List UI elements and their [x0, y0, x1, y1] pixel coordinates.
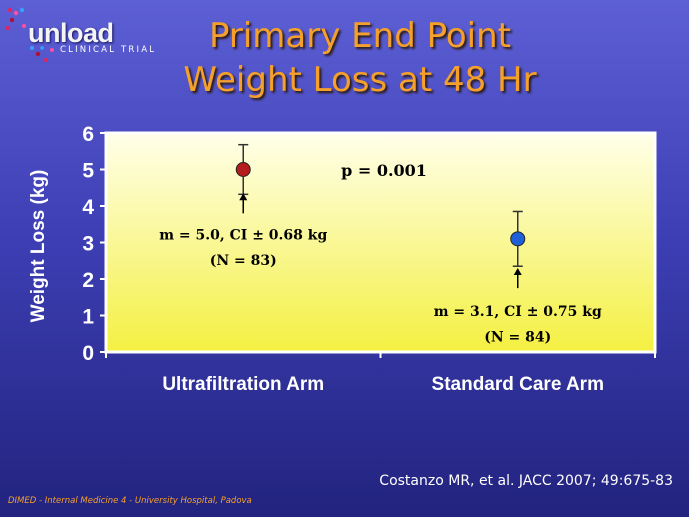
slide-title-line2: Weight Loss at 48 Hr [183, 60, 537, 100]
logo-subtitle: CLINICAL TRIAL [60, 45, 157, 55]
logo-word: unload [28, 18, 114, 48]
data-point [235, 162, 251, 177]
citation: Costanzo MR, et al. JACC 2007; 49:675-83 [379, 473, 673, 489]
data-point [510, 231, 526, 247]
slide-title-line1: Primary End Point [208, 16, 512, 56]
point-label-stats: m = 3.1, CI ± 0.75 kg [434, 304, 602, 320]
x-category-label: Standard Care Arm [432, 374, 604, 395]
y-tick-label: 5 [82, 160, 94, 183]
p-value-annotation: p = 0.001 [341, 161, 427, 180]
data-point-group: m = 5.0, CI ± 0.68 kg (N = 83) [159, 143, 327, 269]
y-axis-label: Weight Loss (kg) [28, 170, 49, 323]
point-label-n: (N = 84) [484, 330, 551, 346]
x-category-label: Ultrafiltration Arm [162, 374, 324, 395]
data-point-group: m = 3.1, CI ± 0.75 kg (N = 84) [434, 210, 602, 346]
pointer-arrowhead [513, 268, 522, 276]
y-tick-label: 2 [82, 269, 94, 292]
y-tick-label: 3 [82, 233, 94, 256]
y-tick-label: 1 [82, 306, 94, 329]
logo-dots-icon [5, 7, 54, 62]
y-tick-label: 6 [82, 123, 94, 146]
y-tick-label: 0 [82, 342, 94, 365]
footer-text: DIMED - Internal Medicine 4 - University… [8, 496, 252, 506]
point-label-stats: m = 5.0, CI ± 0.68 kg [159, 227, 327, 243]
unload-logo: unload CLINICAL TRIAL [2, 4, 172, 64]
pointer-arrowhead [239, 193, 248, 201]
plot-area [104, 131, 657, 354]
y-tick-label: 4 [82, 196, 94, 219]
point-label-n: (N = 83) [210, 253, 277, 269]
